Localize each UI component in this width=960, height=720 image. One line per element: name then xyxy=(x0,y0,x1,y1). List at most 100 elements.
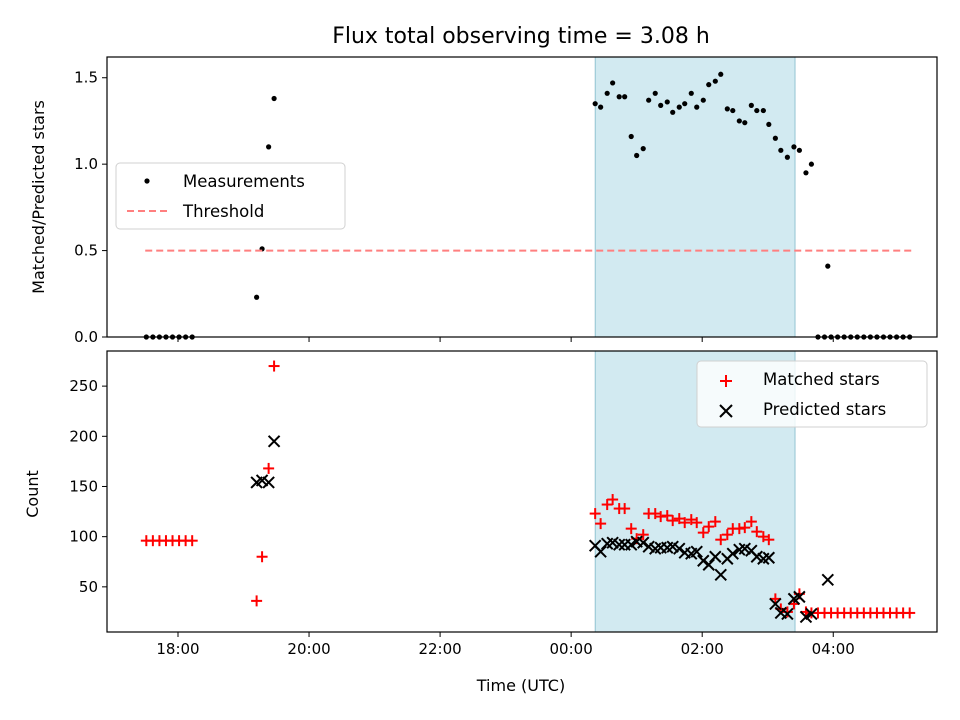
measurement-point xyxy=(592,101,598,107)
matched-stars-point xyxy=(733,523,745,535)
measurement-point xyxy=(825,263,831,269)
observing-window-shade xyxy=(594,56,796,338)
matched-stars-point xyxy=(679,517,691,529)
legend-matched-label: Matched stars xyxy=(763,370,880,389)
y-tick-label: 250 xyxy=(69,377,98,395)
matched-stars-point xyxy=(251,595,263,607)
x-tick-label: 04:00 xyxy=(812,640,855,658)
top-y-ticks: 0.0 0.5 1.0 1.5 xyxy=(74,69,107,346)
y-tick-label: 100 xyxy=(69,528,98,546)
x-tick-label: 22:00 xyxy=(418,640,461,658)
predicted-stars-point xyxy=(690,545,703,558)
measurement-point xyxy=(658,102,664,108)
matched-stars-point xyxy=(709,516,721,528)
predicted-stars-series xyxy=(250,435,834,624)
measurement-point xyxy=(754,107,760,114)
measurement-point xyxy=(676,104,682,110)
matched-stars-point xyxy=(904,607,916,619)
bottom-legend: Matched stars Predicted stars xyxy=(696,360,928,428)
legend-matched-marker xyxy=(720,375,732,387)
measurement-point xyxy=(254,294,260,300)
measurement-point xyxy=(736,118,742,124)
chart-title: Flux total observing time = 3.08 h xyxy=(332,24,710,49)
measurement-point xyxy=(664,99,670,105)
top-legend: Measurements Threshold xyxy=(115,162,346,230)
predicted-stars-point xyxy=(714,568,727,582)
measurement-point xyxy=(706,82,712,88)
matched-stars-point xyxy=(751,526,763,538)
bottom-plot-area xyxy=(140,350,916,633)
measurement-point xyxy=(730,107,736,114)
predicted-stars-point xyxy=(781,607,794,621)
predicted-stars-point xyxy=(673,542,686,555)
matched-stars-point xyxy=(601,499,613,511)
measurement-point xyxy=(271,95,277,102)
bottom-x-ticks: 18:00 20:00 22:00 00:00 02:00 04:00 xyxy=(156,632,855,658)
bottom-y-axis-label: Count xyxy=(23,470,42,518)
measurement-point xyxy=(628,133,634,140)
matched-stars-point xyxy=(595,518,607,530)
measurement-point xyxy=(748,102,754,108)
measurement-point xyxy=(640,146,646,152)
y-tick-label: 0.0 xyxy=(74,328,98,346)
predicted-stars-point xyxy=(594,545,607,558)
predicted-stars-point xyxy=(709,550,722,563)
measurement-point xyxy=(610,80,616,86)
top-y-axis-label: Matched/Predicted stars xyxy=(29,100,48,294)
matched-stars-point xyxy=(268,360,280,372)
bottom-axes-frame xyxy=(106,350,938,633)
predicted-stars-point xyxy=(612,538,626,551)
measurement-point xyxy=(266,144,272,150)
legend-measurements-label: Measurements xyxy=(183,172,305,191)
predicted-stars-point xyxy=(262,476,275,489)
y-tick-label: 1.0 xyxy=(74,155,98,173)
x-tick-label: 18:00 xyxy=(156,640,199,658)
bottom-y-ticks: 50 100 150 200 250 xyxy=(69,377,107,596)
bottom-legend-box xyxy=(696,360,928,428)
measurement-point xyxy=(634,152,640,159)
matched-stars-point xyxy=(715,534,727,546)
measurement-point xyxy=(688,90,694,96)
measurement-point xyxy=(712,78,718,84)
y-tick-label: 1.5 xyxy=(74,69,98,87)
measurement-point xyxy=(766,121,772,128)
matched-stars-point xyxy=(691,517,703,529)
legend-measurements-marker xyxy=(144,178,150,184)
matched-stars-point xyxy=(697,527,709,539)
measurement-point xyxy=(718,71,724,77)
measurement-point xyxy=(646,97,652,103)
x-axis-label: Time (UTC) xyxy=(476,676,565,695)
legend-predicted-marker xyxy=(719,404,733,418)
matched-stars-point xyxy=(763,534,775,546)
measurement-point xyxy=(742,120,748,126)
measurement-point xyxy=(622,94,628,100)
measurement-point xyxy=(796,147,802,153)
predicted-stars-point xyxy=(821,573,834,587)
x-tick-label: 00:00 xyxy=(550,640,593,658)
y-tick-label: 150 xyxy=(69,477,98,495)
predicted-stars-point xyxy=(805,607,818,621)
measurement-point xyxy=(784,154,790,160)
measurement-point xyxy=(700,97,706,103)
top-axes-frame xyxy=(106,56,938,338)
predicted-stars-point xyxy=(726,547,739,560)
predicted-stars-point xyxy=(702,558,715,571)
predicted-stars-point xyxy=(769,597,782,611)
top-x-ticks xyxy=(177,337,834,342)
matched-stars-point xyxy=(667,515,679,527)
predicted-stars-point xyxy=(637,536,650,549)
predicted-stars-point xyxy=(697,554,710,567)
y-tick-label: 0.5 xyxy=(74,242,98,260)
top-panel: 0.0 0.5 1.0 1.5 Matched/Predicted stars Mea… xyxy=(29,56,938,346)
measurement-point xyxy=(670,109,676,115)
predicted-stars-point xyxy=(267,435,281,448)
matched-stars-point xyxy=(607,494,619,506)
x-tick-label: 02:00 xyxy=(681,640,724,658)
matched-stars-point xyxy=(263,462,275,474)
matched-stars-point xyxy=(637,529,649,541)
matched-stars-point xyxy=(589,508,601,520)
measurement-point xyxy=(598,104,604,110)
measurement-point xyxy=(616,94,622,100)
matched-stars-point xyxy=(655,511,667,523)
